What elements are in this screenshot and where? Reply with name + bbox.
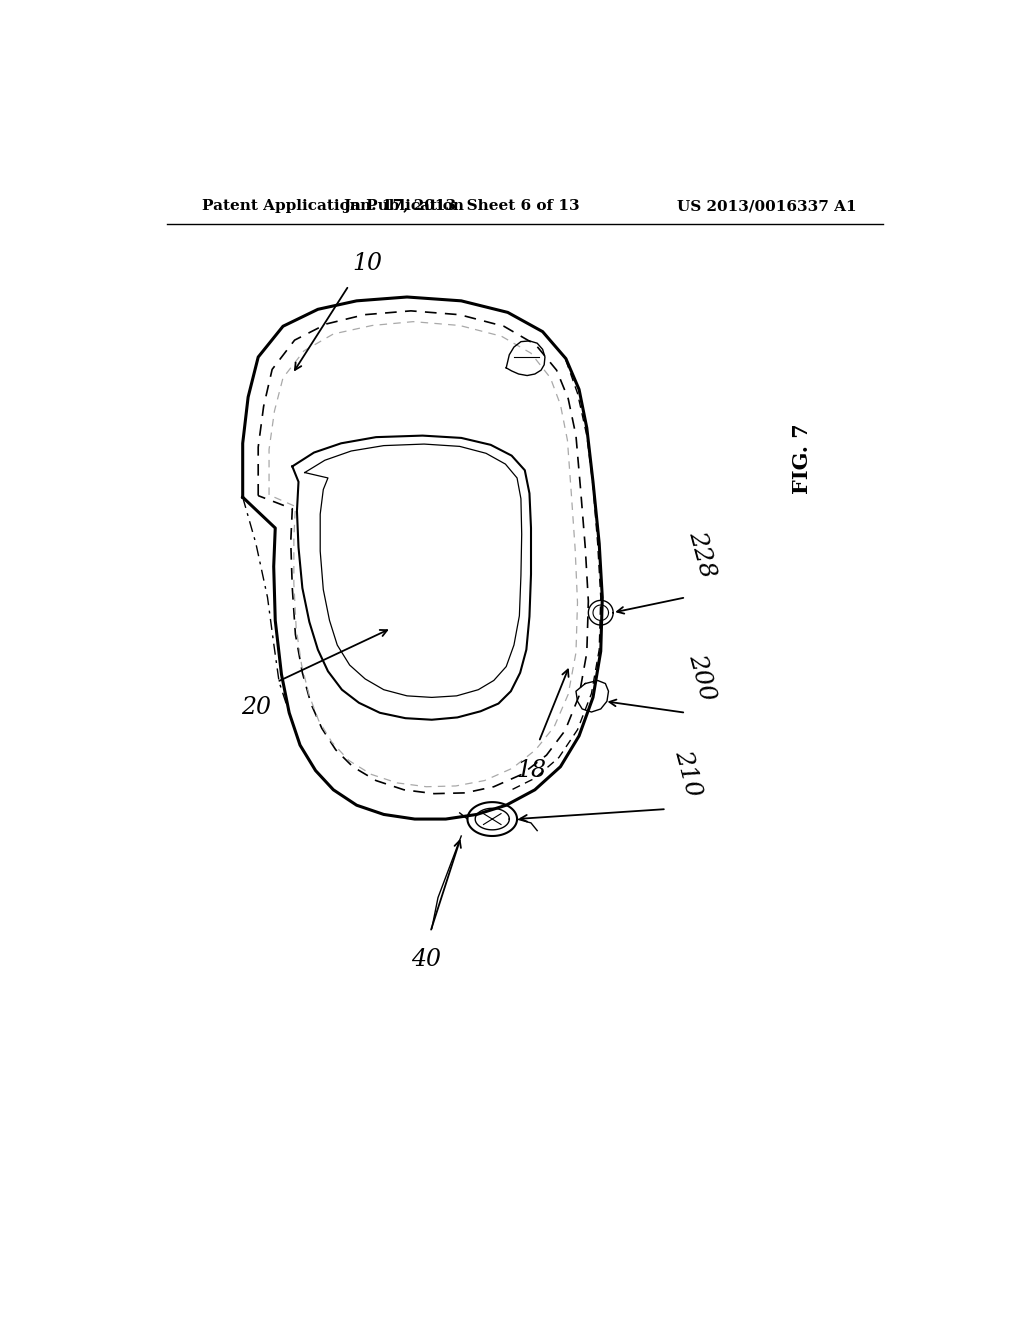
Text: 228: 228 xyxy=(684,528,719,581)
Text: Jan. 17, 2013  Sheet 6 of 13: Jan. 17, 2013 Sheet 6 of 13 xyxy=(343,199,580,213)
Text: US 2013/0016337 A1: US 2013/0016337 A1 xyxy=(677,199,856,213)
Text: 40: 40 xyxy=(412,948,441,970)
Text: 10: 10 xyxy=(352,252,383,276)
Text: 20: 20 xyxy=(241,696,271,719)
Text: 200: 200 xyxy=(684,652,719,704)
Text: FIG. 7: FIG. 7 xyxy=(793,424,812,494)
Text: 210: 210 xyxy=(671,747,706,799)
Text: Patent Application Publication: Patent Application Publication xyxy=(202,199,464,213)
Text: 18: 18 xyxy=(516,759,546,781)
